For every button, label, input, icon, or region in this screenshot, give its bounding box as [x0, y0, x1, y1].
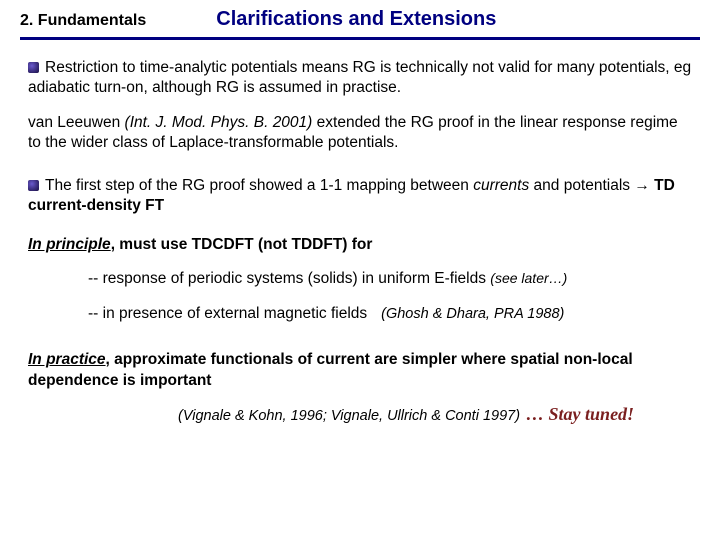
principle-item-1: -- response of periodic systems (solids)…: [88, 269, 692, 289]
practice-ref: (Vignale & Kohn, 1996; Vignale, Ullrich …: [178, 407, 520, 426]
bullet-2: The first step of the RG proof showed a …: [28, 176, 692, 217]
b3-currents: currents: [473, 177, 529, 194]
b3-pre: The first step of the RG proof showed a …: [45, 177, 473, 194]
bullet-1-text: Restriction to time-analytic potentials …: [28, 59, 691, 96]
slide: 2. Fundamentals Clarifications and Exten…: [0, 0, 720, 540]
slide-header: 2. Fundamentals Clarifications and Exten…: [0, 0, 720, 35]
bullet-icon: [28, 62, 39, 73]
p-item2-pre: -- in presence of external magnetic fiel…: [88, 305, 367, 322]
p-item2-ref: (Ghosh & Dhara, PRA 1988): [381, 306, 564, 322]
practice-ref-line: (Vignale & Kohn, 1996; Vignale, Ullrich …: [28, 403, 692, 427]
p-item1-note: (see later…): [490, 270, 567, 286]
in-principle-lead: In principle: [28, 236, 111, 253]
bullet-icon: [28, 180, 39, 191]
b3-mid: and potentials: [529, 177, 634, 194]
bullet-1: Restriction to time-analytic potentials …: [28, 58, 692, 99]
stay-tuned: … Stay tuned!: [526, 403, 634, 427]
p-item1-pre: -- response of periodic systems (solids)…: [88, 270, 490, 287]
principle-item-2: -- in presence of external magnetic fiel…: [88, 304, 692, 324]
paragraph-van-leeuwen: van Leeuwen (Int. J. Mod. Phys. B. 2001)…: [28, 113, 692, 154]
in-principle: In principle, must use TDCDFT (not TDDFT…: [28, 235, 692, 255]
slide-body: Restriction to time-analytic potentials …: [0, 40, 720, 427]
section-label: 2. Fundamentals: [20, 12, 146, 30]
in-practice-lead: In practice: [28, 351, 106, 368]
arrow-icon: →: [634, 177, 650, 194]
vl-ref: (Int. J. Mod. Phys. B. 2001): [125, 114, 313, 131]
slide-title: Clarifications and Extensions: [216, 8, 496, 31]
in-practice: In practice, approximate functionals of …: [28, 350, 692, 391]
in-practice-rest: , approximate functionals of current are…: [28, 351, 633, 388]
vl-lead: van Leeuwen: [28, 114, 125, 131]
in-principle-rest: , must use TDCDFT (not TDDFT) for: [111, 236, 373, 253]
